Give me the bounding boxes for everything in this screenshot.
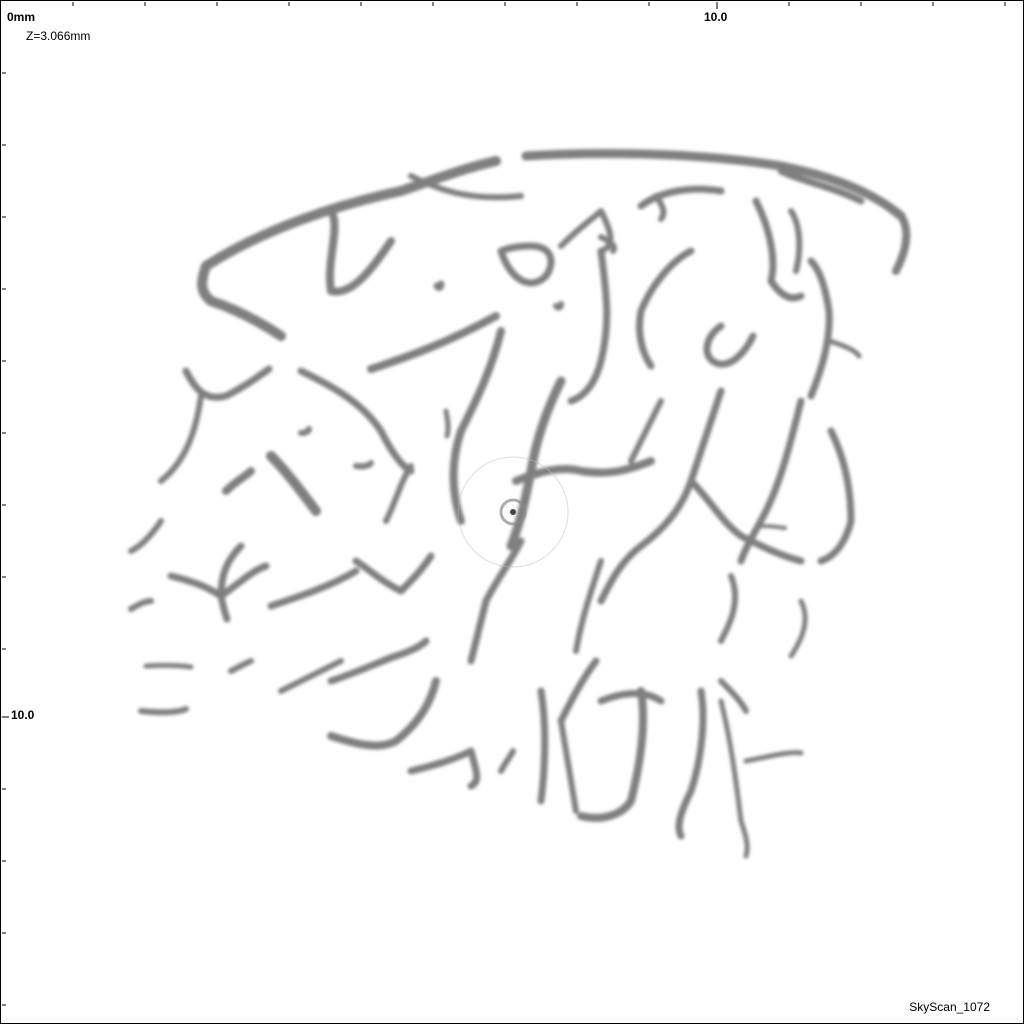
origin-label: 0mm — [7, 10, 36, 24]
x-axis-tick-label: 10.0 — [704, 10, 728, 24]
rotation-center-artifact — [457, 456, 569, 568]
axis-ticks — [2, 2, 1006, 1006]
bone-trabeculae — [128, 148, 911, 859]
scanner-model-label: SkyScan_1072 — [909, 1000, 990, 1014]
y-axis-tick-label: 10.0 — [11, 708, 35, 722]
slice-position-label: Z=3.066mm — [26, 29, 91, 43]
